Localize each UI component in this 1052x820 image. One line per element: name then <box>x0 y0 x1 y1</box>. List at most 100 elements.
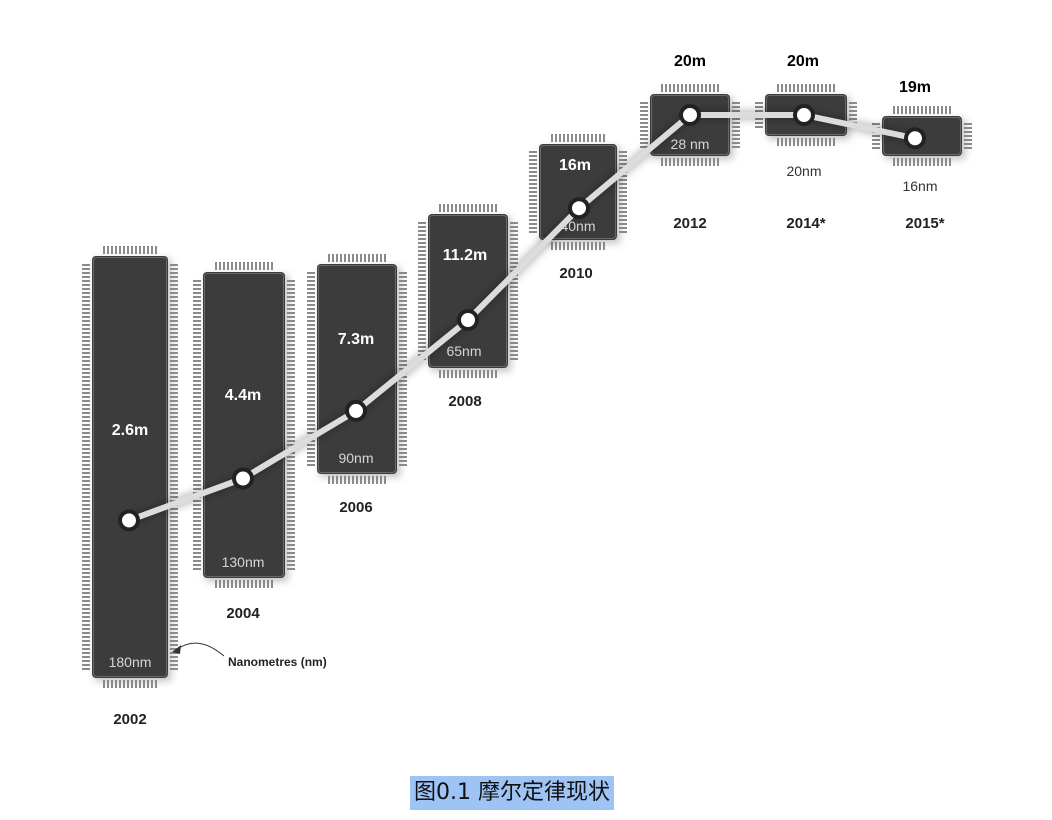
chip-pin <box>399 308 407 310</box>
chip-pin <box>193 564 201 566</box>
chip-pin <box>193 412 201 414</box>
chip-pin <box>399 416 407 418</box>
chip-pin <box>193 468 201 470</box>
chip-pin <box>82 300 90 302</box>
chip-pin <box>193 480 201 482</box>
chip-pin <box>356 254 358 262</box>
chip-pin <box>418 322 426 324</box>
chip-pin <box>193 560 201 562</box>
chip-pin <box>193 376 201 378</box>
chip-pin <box>82 436 90 438</box>
chip-pin <box>356 476 358 484</box>
chip-pin <box>510 354 518 356</box>
chip-pin <box>82 384 90 386</box>
figure-caption: 图0.1 摩尔定律现状 <box>410 776 614 810</box>
chip-pin <box>287 552 295 554</box>
chip-pin <box>925 158 927 166</box>
chip-pin <box>567 242 569 250</box>
chip-pin <box>307 372 315 374</box>
chip-pin <box>287 456 295 458</box>
moore-law-figure: 2.6m 4.4m 7.3m 11.2m 16m 20m 20m 19m 180nm 130nm 9… <box>82 53 972 728</box>
chip-pin <box>82 336 90 338</box>
chip-pin <box>793 138 795 146</box>
chip-pin <box>833 138 835 146</box>
chip-pin <box>599 242 601 250</box>
chip-pin <box>439 204 441 212</box>
chip-pin <box>307 392 315 394</box>
chip-pin <box>170 580 178 582</box>
chip-pin <box>119 246 121 254</box>
chip-pin <box>399 356 407 358</box>
chip-pin <box>619 191 627 193</box>
chip-pin <box>170 612 178 614</box>
chip-pin <box>583 134 585 142</box>
chip-pin <box>287 428 295 430</box>
chip-pin <box>82 468 90 470</box>
chip-pin <box>529 191 537 193</box>
chip-pin <box>307 304 315 306</box>
chip-pin <box>82 448 90 450</box>
chip-pin <box>529 183 537 185</box>
chip-pin <box>307 288 315 290</box>
chip-pin <box>170 316 178 318</box>
chip-pin <box>193 328 201 330</box>
chip-pin <box>399 428 407 430</box>
chip-pin <box>193 344 201 346</box>
chip-pin <box>115 246 117 254</box>
chip-pin <box>789 138 791 146</box>
chip-pin <box>640 106 648 108</box>
chip-pin <box>307 292 315 294</box>
chip-pin <box>170 560 178 562</box>
chip-pin <box>287 352 295 354</box>
chip-pin <box>665 84 667 92</box>
chip-pin <box>287 500 295 502</box>
chip-pin <box>193 396 201 398</box>
chip-pin <box>307 424 315 426</box>
chip-pin <box>82 288 90 290</box>
chip-pin <box>307 448 315 450</box>
chip-pin <box>82 264 90 266</box>
transistor-count-label: 7.3m <box>338 331 374 348</box>
chip-pin <box>82 380 90 382</box>
chip-pin <box>307 408 315 410</box>
year-tick-label: 2004 <box>226 605 260 622</box>
chip-pin <box>785 138 787 146</box>
chip-pin <box>348 254 350 262</box>
chip-pin <box>418 342 426 344</box>
chip-pin <box>170 624 178 626</box>
chip-pin <box>170 616 178 618</box>
chip-pin <box>510 234 518 236</box>
chip-pin <box>227 262 229 270</box>
chip-pin <box>755 122 763 124</box>
chip-pin <box>463 204 465 212</box>
chip-group <box>82 84 972 688</box>
chip-pin <box>964 143 972 145</box>
chip-pin <box>287 544 295 546</box>
chip-pin <box>307 320 315 322</box>
chip-pin <box>849 102 857 104</box>
chip-pin <box>829 84 831 92</box>
chip-pin <box>287 520 295 522</box>
chip-pin <box>418 286 426 288</box>
chip-pin <box>777 138 779 146</box>
chip-pin <box>471 204 473 212</box>
chip-pin <box>170 556 178 558</box>
chip-pin <box>941 106 943 114</box>
transistor-count-label: 4.4m <box>225 387 261 404</box>
chip-pin <box>364 476 366 484</box>
chip-pin <box>193 388 201 390</box>
chip-pin <box>455 370 457 378</box>
chip-pin <box>287 364 295 366</box>
chip-pin <box>399 352 407 354</box>
chip-pin <box>529 179 537 181</box>
chip-pin <box>307 380 315 382</box>
chip-pin <box>170 472 178 474</box>
chip-pin <box>82 584 90 586</box>
chip-pin <box>399 432 407 434</box>
chip-pin <box>399 272 407 274</box>
chip-pin <box>170 428 178 430</box>
chip-pin <box>170 476 178 478</box>
chip-pin <box>495 204 497 212</box>
chip-pin <box>287 292 295 294</box>
chip-pin <box>455 204 457 212</box>
